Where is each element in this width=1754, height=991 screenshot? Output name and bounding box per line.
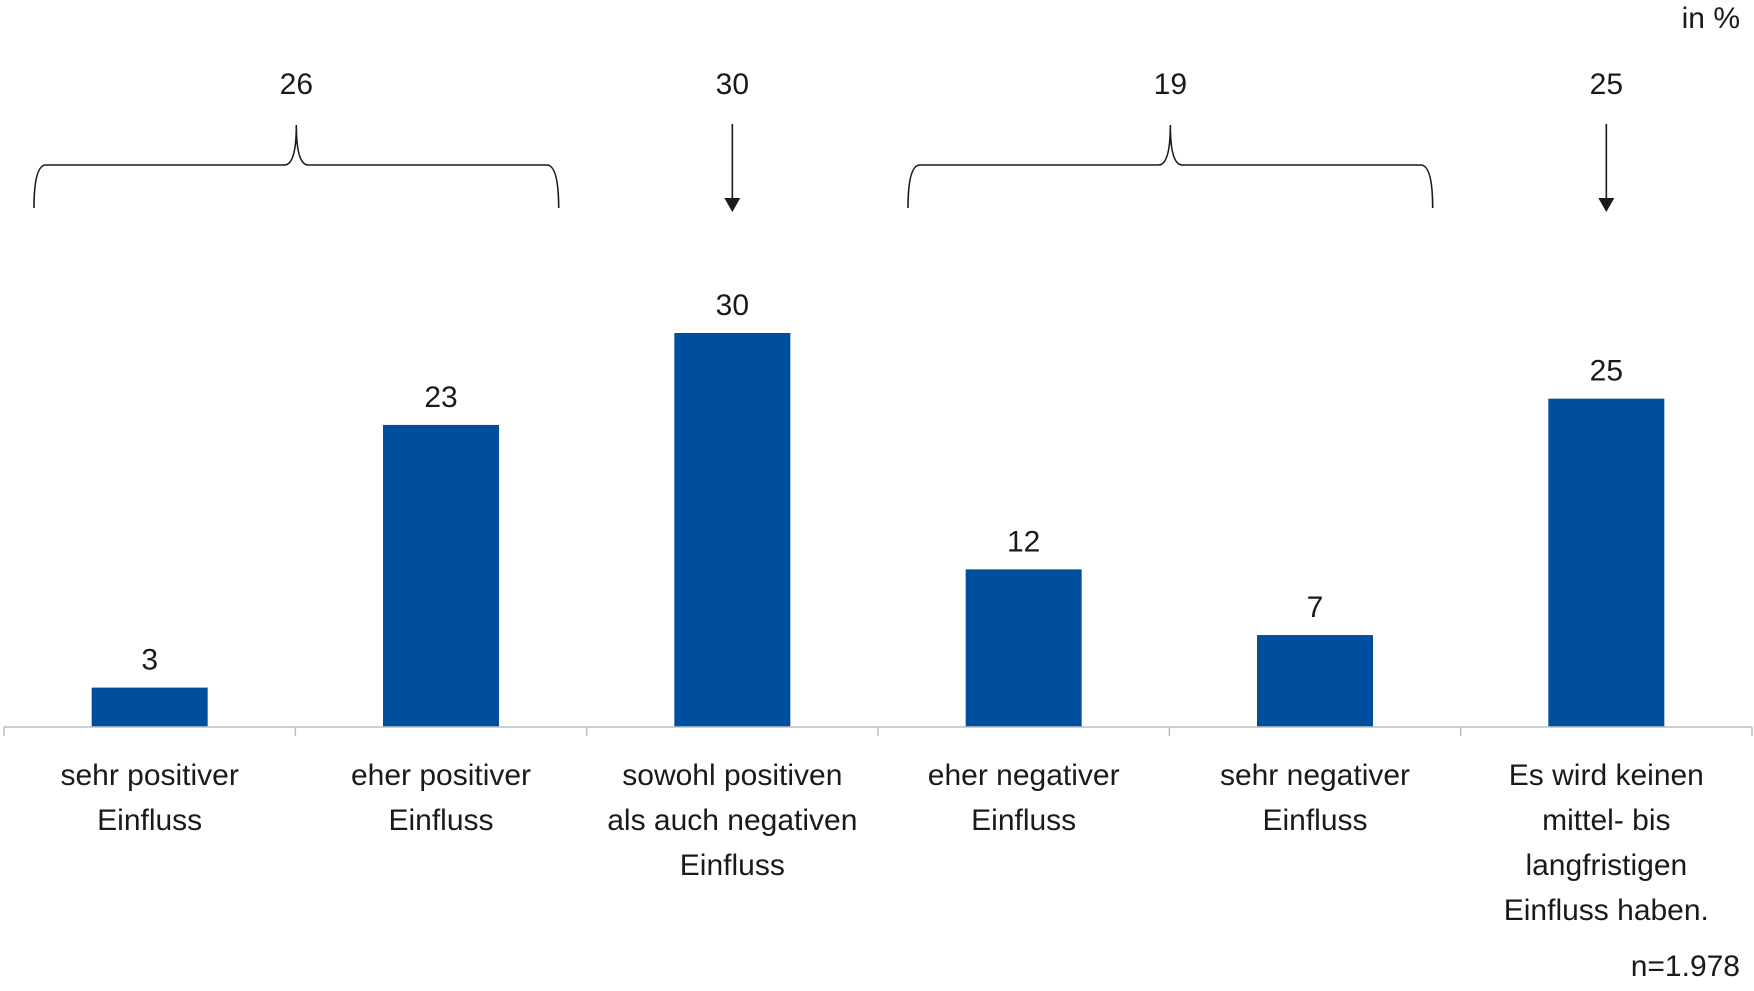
bar-4	[1257, 635, 1373, 727]
data-label-0: 3	[141, 644, 158, 677]
group-total-label-3: 25	[1590, 68, 1623, 101]
bar-0	[91, 687, 208, 727]
category-label-4: sehr negativer Einfluss	[1220, 759, 1410, 837]
summary-groups: 26 30 19 25	[33, 68, 1623, 212]
category-label-3: eher negativer Einfluss	[928, 759, 1120, 837]
data-label-3: 12	[1007, 525, 1040, 558]
data-label-5: 25	[1590, 355, 1623, 388]
unit-label: in %	[1681, 2, 1740, 35]
x-axis	[3, 726, 1753, 736]
group-total-label-1: 30	[716, 68, 749, 101]
category-label-0: sehr positiver Einfluss	[60, 759, 238, 837]
group-total-label-2: 19	[1154, 68, 1187, 101]
data-label-2: 30	[716, 289, 749, 322]
group-arrow-head-3	[1598, 198, 1615, 212]
group-arrow-head-1	[724, 198, 741, 212]
group-total-label-0: 26	[280, 68, 313, 101]
bar-2	[674, 333, 791, 727]
bar-5	[1548, 398, 1665, 727]
data-label-4: 7	[1307, 591, 1324, 624]
category-labels: sehr positiver Einfluss eher positiver Einf…	[60, 759, 1708, 927]
data-labels: 3 23 30 12 7 25	[141, 289, 1623, 677]
sample-size-note: n=1.978	[1630, 950, 1740, 983]
data-label-1: 23	[424, 381, 457, 414]
category-label-5: Es wird keinen mittel- bis langfristigen Ei…	[1504, 759, 1709, 927]
category-label-2: sowohl positiven als auch negativen Einflu…	[607, 759, 857, 882]
group-brace-0	[33, 124, 560, 209]
bar-1	[383, 424, 499, 727]
bar-3	[965, 569, 1082, 727]
category-label-1: eher positiver Einfluss	[351, 759, 531, 837]
group-brace-2	[907, 124, 1434, 209]
bars	[91, 333, 1665, 727]
